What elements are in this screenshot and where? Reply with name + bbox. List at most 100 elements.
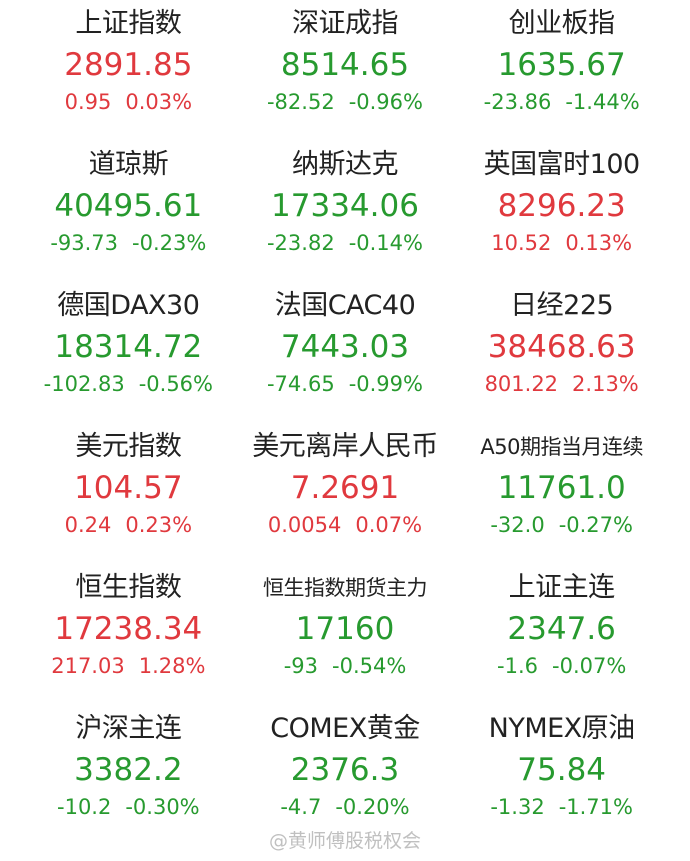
index-change: -32.0 <box>490 513 545 537</box>
index-card[interactable]: 英国富时100 8296.23 10.52 0.13% <box>453 145 670 286</box>
index-card[interactable]: 美元指数 104.57 0.24 0.23% <box>20 427 237 568</box>
index-change-percent: -0.23% <box>132 231 207 255</box>
index-change: 801.22 <box>484 372 559 396</box>
index-change: 0.95 <box>64 90 112 114</box>
index-value: 17160 <box>295 611 395 647</box>
index-name: 恒生指数 <box>75 572 182 603</box>
index-change-row: -82.52 -0.96% <box>237 87 454 117</box>
index-name: 道琼斯 <box>88 149 169 180</box>
index-value: 2347.6 <box>507 611 616 647</box>
index-change-percent: -0.56% <box>138 372 213 396</box>
index-change-percent: 0.03% <box>125 90 193 114</box>
index-name: 上证指数 <box>75 8 182 39</box>
index-change-row: -1.32 -1.71% <box>453 792 670 822</box>
index-name: 日经225 <box>510 290 614 321</box>
index-change-percent: -0.54% <box>332 654 407 678</box>
index-change-percent: -0.30% <box>125 795 200 819</box>
index-card[interactable]: NYMEX原油 75.84 -1.32 -1.71% <box>453 709 670 850</box>
index-value: 104.57 <box>74 470 183 506</box>
index-card[interactable]: A50期指当月连续 11761.0 -32.0 -0.27% <box>453 427 670 568</box>
index-change-percent: 2.13% <box>572 372 639 396</box>
index-change-percent: 0.13% <box>565 231 633 255</box>
index-name: 法国CAC40 <box>274 290 416 321</box>
index-card[interactable]: 上证指数 2891.85 0.95 0.03% <box>20 4 237 145</box>
index-name: A50期指当月连续 <box>480 435 643 459</box>
index-value: 38468.63 <box>487 329 636 365</box>
index-name: 德国DAX30 <box>57 290 200 321</box>
index-change-row: -102.83 -0.56% <box>20 369 237 399</box>
index-value: 75.84 <box>517 752 607 788</box>
index-change: -1.32 <box>490 795 545 819</box>
index-change-percent: -0.27% <box>558 513 633 537</box>
index-card[interactable]: 纳斯达克 17334.06 -23.82 -0.14% <box>237 145 454 286</box>
index-value: 3382.2 <box>74 752 183 788</box>
index-change-percent: -0.14% <box>348 231 423 255</box>
index-change-row: -32.0 -0.27% <box>453 510 670 540</box>
index-value: 7443.03 <box>280 329 410 365</box>
index-name: 英国富时100 <box>483 149 641 180</box>
index-change: -23.82 <box>266 231 335 255</box>
index-change: -82.52 <box>266 90 335 114</box>
index-card[interactable]: 日经225 38468.63 801.22 2.13% <box>453 286 670 427</box>
index-change: -4.7 <box>280 795 322 819</box>
index-card[interactable]: 上证主连 2347.6 -1.6 -0.07% <box>453 568 670 709</box>
index-value: 8514.65 <box>280 47 410 83</box>
index-card[interactable]: 德国DAX30 18314.72 -102.83 -0.56% <box>20 286 237 427</box>
index-card[interactable]: 道琼斯 40495.61 -93.73 -0.23% <box>20 145 237 286</box>
watermark: @黄师傅股税权会 <box>268 830 421 852</box>
index-change-row: -23.82 -0.14% <box>237 228 454 258</box>
index-change-row: -10.2 -0.30% <box>20 792 237 822</box>
index-change-row: 10.52 0.13% <box>453 228 670 258</box>
index-change-percent: 0.07% <box>355 513 423 537</box>
index-card[interactable]: 美元离岸人民币 7.2691 0.0054 0.07% <box>237 427 454 568</box>
index-card[interactable]: 沪深主连 3382.2 -10.2 -0.30% <box>20 709 237 850</box>
index-change: 217.03 <box>51 654 125 678</box>
index-change: 10.52 <box>491 231 552 255</box>
index-value: 18314.72 <box>54 329 203 365</box>
index-change-percent: -0.07% <box>552 654 627 678</box>
index-change-row: -93.73 -0.23% <box>20 228 237 258</box>
index-name: 纳斯达克 <box>291 149 398 180</box>
index-name: 深证成指 <box>291 8 398 39</box>
index-name: COMEX黄金 <box>270 713 420 744</box>
index-name: NYMEX原油 <box>488 713 636 744</box>
index-change: 0.0054 <box>267 513 342 537</box>
index-name: 美元离岸人民币 <box>252 431 438 462</box>
index-name: 创业板指 <box>508 8 615 39</box>
index-value: 7.2691 <box>290 470 400 506</box>
index-card[interactable]: COMEX黄金 2376.3 -4.7 -0.20% <box>237 709 454 850</box>
index-change-percent: 1.28% <box>138 654 206 678</box>
index-value: 1635.67 <box>497 47 626 83</box>
index-change-percent: -1.44% <box>565 90 640 114</box>
index-change-row: 0.95 0.03% <box>20 87 237 117</box>
index-change: 0.24 <box>64 513 112 537</box>
index-change: -93 <box>283 654 318 678</box>
index-change-row: -23.86 -1.44% <box>453 87 670 117</box>
index-change-percent: -0.99% <box>348 372 423 396</box>
index-value: 11761.0 <box>497 470 626 506</box>
index-change-row: 0.24 0.23% <box>20 510 237 540</box>
index-value: 17238.34 <box>54 611 203 647</box>
index-card[interactable]: 恒生指数期货主力 17160 -93 -0.54% <box>237 568 454 709</box>
index-name: 恒生指数期货主力 <box>262 576 427 600</box>
index-value: 8296.23 <box>497 188 626 224</box>
index-change: -10.2 <box>57 795 112 819</box>
index-value: 2376.3 <box>290 752 400 788</box>
index-card[interactable]: 法国CAC40 7443.03 -74.65 -0.99% <box>237 286 454 427</box>
index-value: 40495.61 <box>54 188 203 224</box>
index-change-percent: -0.96% <box>348 90 423 114</box>
index-card[interactable]: 深证成指 8514.65 -82.52 -0.96% <box>237 4 454 145</box>
index-change-row: -1.6 -0.07% <box>453 651 670 681</box>
index-name: 沪深主连 <box>75 713 182 744</box>
index-value: 2891.85 <box>64 47 193 83</box>
index-change: -23.86 <box>483 90 552 114</box>
index-card[interactable]: 恒生指数 17238.34 217.03 1.28% <box>20 568 237 709</box>
index-change: -74.65 <box>266 372 335 396</box>
index-change: -93.73 <box>50 231 119 255</box>
index-change: -102.83 <box>43 372 125 396</box>
index-change-percent: -1.71% <box>558 795 633 819</box>
index-card[interactable]: 创业板指 1635.67 -23.86 -1.44% <box>453 4 670 145</box>
index-change-row: -74.65 -0.99% <box>237 369 454 399</box>
index-change-percent: 0.23% <box>125 513 193 537</box>
index-change: -1.6 <box>497 654 538 678</box>
